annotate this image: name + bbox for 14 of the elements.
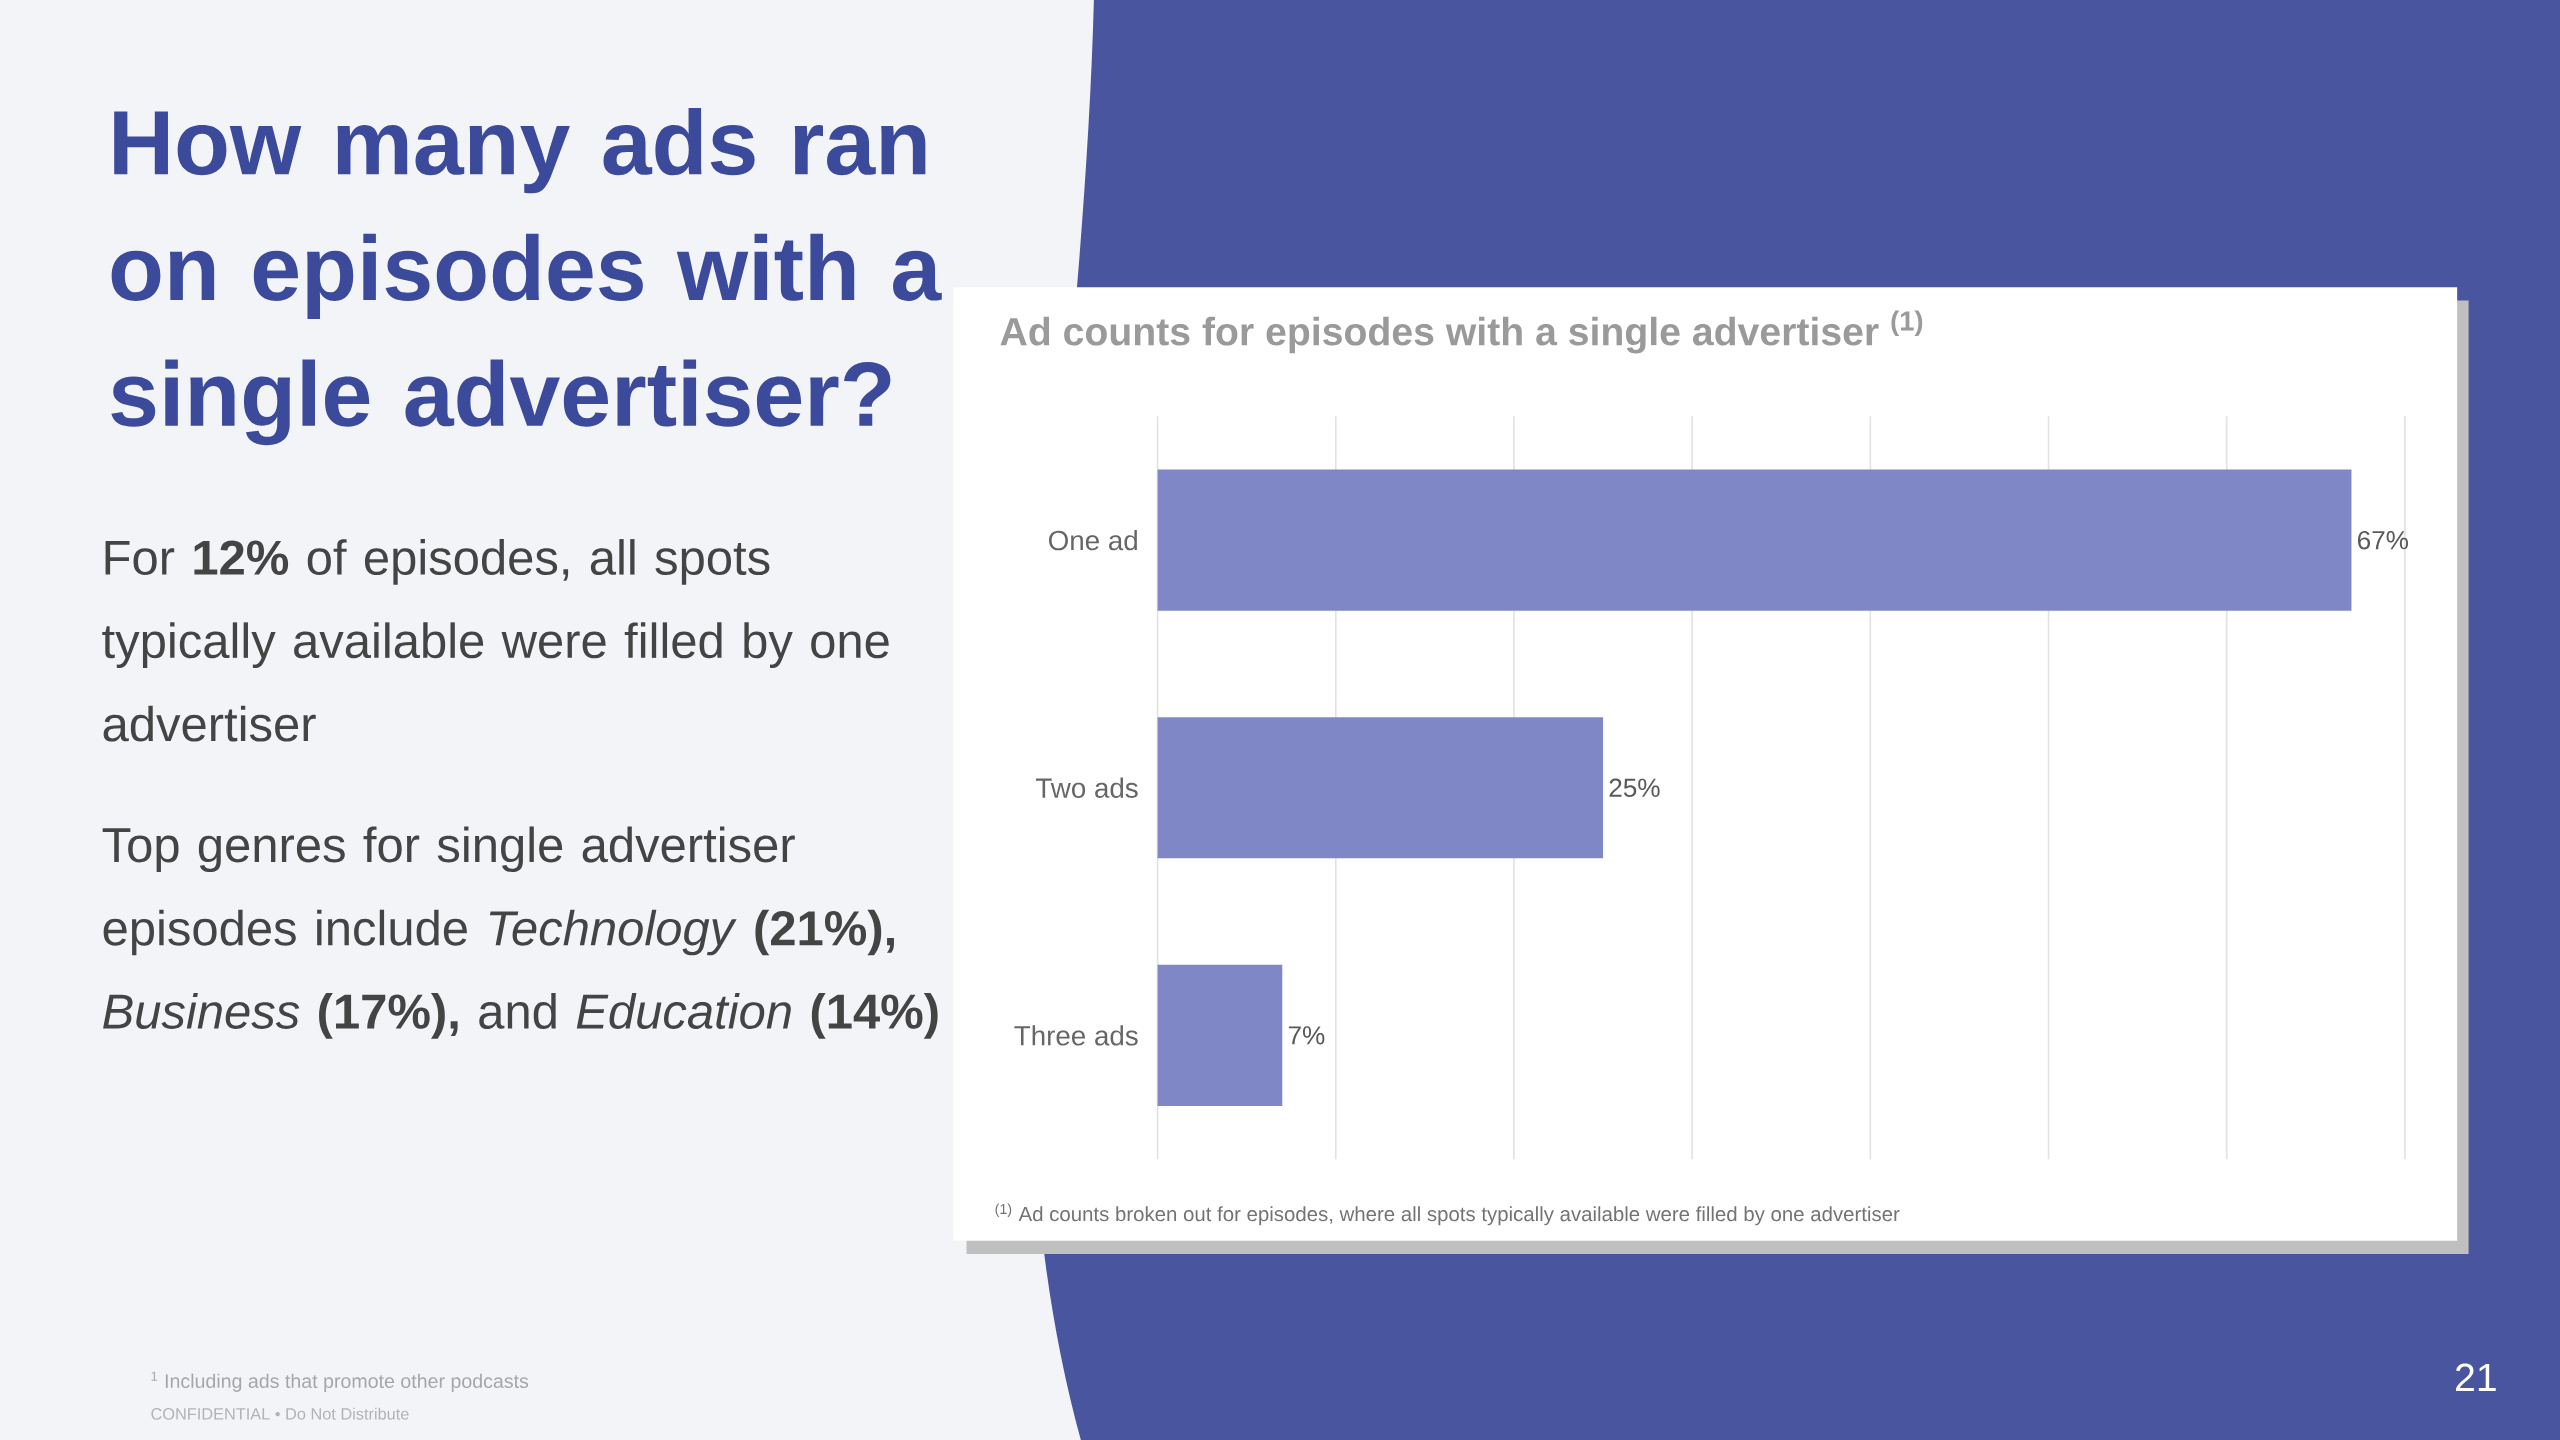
text: For 12% of episodes, all spots typically available were filled by one advertiser bbox=[102, 539, 889, 742]
text: $^{1}$ Including ads that promote other podcasts bbox=[151, 1371, 529, 1392]
data-label: 67% bbox=[2358, 530, 2409, 550]
data-label: 7% bbox=[1288, 1026, 1325, 1045]
y-tick-label: Three ads bbox=[1014, 1025, 1138, 1046]
text: 21 bbox=[2456, 1363, 2496, 1391]
text: $^{(1)}$ Ad counts broken out for episodes, where all spots typically available were filled by one advertiser bbox=[995, 1203, 1900, 1226]
text: Top genres for single advertiser episodes include Technology (21%), Business (17%), and Education (14%) bbox=[102, 826, 938, 1039]
chart-title: How many ads ran on episodes with a single advertiser? bbox=[111, 108, 942, 446]
y-tick-label: One ad bbox=[1049, 529, 1137, 551]
chart-subtitle: Ad counts for episodes with a single advertiser $^{(1)}$ bbox=[1000, 310, 1923, 354]
data-label: 25% bbox=[1609, 778, 1660, 798]
y-tick-label: Two ads bbox=[1035, 777, 1138, 798]
text: CONFIDENTIAL • Do Not Distribute bbox=[151, 1407, 409, 1420]
